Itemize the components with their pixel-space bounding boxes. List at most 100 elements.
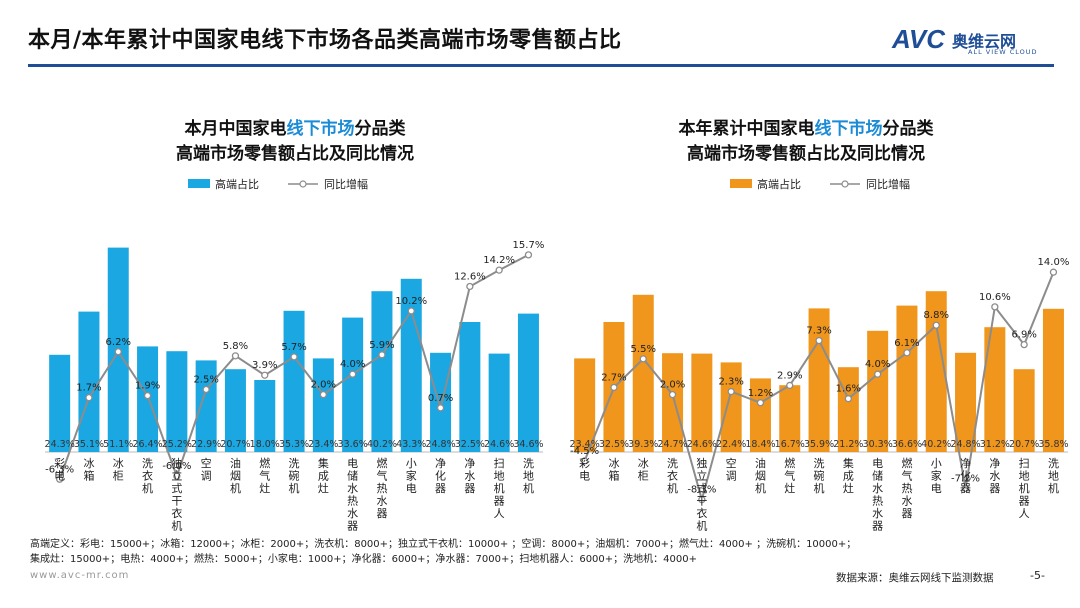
right-line-label-2: 5.5% [631, 344, 656, 355]
logo-text: 奥维云网 [952, 32, 1017, 51]
right-bar-label-12: 40.2% [921, 439, 951, 450]
left-line-point-15 [495, 266, 503, 274]
left-bar-0 [49, 354, 71, 452]
right-bar-4 [691, 353, 713, 452]
right-line-label-10: 4.0% [865, 359, 890, 370]
right-bar-10 [867, 330, 889, 452]
right-category-label-0: 彩电 [579, 457, 590, 483]
right-line-point-14 [991, 303, 999, 311]
left-bar-label-0: 24.3% [45, 439, 75, 450]
left-line-point-8 [290, 353, 298, 361]
right-bar-label-5: 22.4% [716, 439, 746, 450]
left-line-label-3: 1.9% [135, 381, 160, 392]
page-number: -5- [1030, 569, 1045, 582]
left-line-point-0 [56, 475, 64, 483]
left-bar-label-7: 18.0% [250, 439, 280, 450]
left-legend-bar-swatch [188, 179, 210, 188]
left-line-point-14 [466, 282, 474, 291]
left-legend-line-label: 同比增幅 [324, 177, 368, 191]
left-legend-bar-label: 高端占比 [215, 177, 259, 191]
right-line-label-8: 7.3% [806, 326, 831, 337]
left-chart-title-line1: 本月中国家电线下市场分品类 [185, 118, 407, 139]
left-bar-8 [283, 310, 305, 452]
left-line-point-3 [143, 391, 152, 400]
left-category-label-2: 冰柜 [113, 457, 124, 483]
left-bar-16 [517, 313, 539, 452]
right-legend-line-marker [841, 180, 849, 188]
right-bar-label-4: 24.6% [687, 439, 717, 450]
left-line-label-13: 0.7% [428, 393, 453, 404]
left-bar-15 [488, 353, 510, 452]
right-category-label-10: 电储水热水器 [872, 457, 883, 533]
left-line-point-9 [319, 390, 328, 399]
right-category-label-11: 燃气热水器 [901, 456, 912, 520]
left-bar-13 [430, 352, 452, 452]
left-line-point-2 [114, 348, 122, 356]
left-bar-label-13: 24.8% [425, 439, 455, 450]
left-bar-label-15: 24.6% [484, 439, 514, 450]
avc-logo-mark: AVC [891, 24, 946, 54]
right-bar-2 [632, 294, 654, 452]
left-bar-label-16: 34.6% [513, 439, 543, 450]
right-line-label-14: 10.6% [979, 292, 1011, 303]
right-bar-label-7: 16.7% [775, 439, 805, 450]
right-category-label-16: 洗地机 [1048, 457, 1059, 495]
right-line-label-1: 2.7% [601, 372, 626, 383]
left-line-label-16: 15.7% [513, 240, 545, 251]
right-line-point-9 [844, 395, 852, 403]
right-chart-title-line1: 本年累计中国家电线下市场分品类 [679, 118, 935, 139]
right-line-point-16 [1049, 268, 1058, 276]
right-category-label-12: 小家电 [931, 457, 942, 495]
right-line-label-13: -7.2% [951, 473, 980, 484]
right-line-point-0 [581, 457, 589, 465]
left-bar-label-10: 33.6% [338, 439, 368, 450]
left-line-point-11 [378, 351, 386, 359]
right-bar-8 [808, 308, 830, 452]
right-line-point-11 [903, 349, 911, 357]
right-bar-label-0: 23.4% [570, 439, 600, 450]
right-category-label-13: 净化器 [960, 456, 971, 495]
right-legend-bar-label: 高端占比 [757, 177, 801, 191]
left-category-label-6: 油烟机 [230, 456, 241, 495]
left-bar-6 [224, 369, 246, 452]
left-line-point-6 [231, 352, 240, 360]
right-category-label-14: 净水器 [989, 456, 1000, 495]
left-bar-1 [78, 311, 100, 452]
left-line-label-8: 5.7% [281, 342, 306, 353]
right-line-point-10 [874, 370, 882, 378]
right-bar-7 [779, 385, 801, 452]
left-legend-line-marker [299, 180, 307, 188]
logo-subtext: ALL VIEW CLOUD [968, 48, 1038, 56]
right-line-label-9: 1.6% [836, 384, 861, 395]
left-bar-9 [312, 358, 334, 452]
left-category-label-7: 燃气灶 [259, 456, 270, 495]
website-url: www.avc-mr.com [30, 570, 130, 581]
left-bar-label-14: 32.5% [455, 439, 485, 450]
left-category-label-9: 集成灶 [318, 456, 329, 495]
right-category-label-2: 冰柜 [638, 457, 649, 483]
left-line-point-10 [348, 370, 357, 378]
left-category-label-16: 洗地机 [523, 457, 534, 495]
left-category-label-11: 燃气热水器 [376, 456, 387, 520]
left-category-label-12: 小家电 [406, 457, 417, 495]
left-category-label-13: 净化器 [435, 456, 446, 495]
right-bar-label-6: 18.4% [745, 439, 775, 450]
left-category-label-10: 电储水热水器 [347, 457, 358, 533]
left-category-label-8: 洗碗机 [289, 457, 300, 495]
right-category-label-9: 集成灶 [843, 456, 854, 495]
right-line-label-0: -4.5% [570, 446, 599, 457]
left-line-label-15: 14.2% [483, 255, 515, 266]
right-bar-label-15: 20.7% [1009, 439, 1039, 450]
right-bar-16 [1042, 308, 1064, 452]
left-bar-7 [254, 380, 276, 452]
left-bar-label-8: 35.3% [279, 439, 309, 450]
right-legend-line-label: 同比增幅 [866, 177, 910, 191]
left-category-label-0: 彩电 [54, 457, 65, 483]
left-line-point-12 [407, 307, 415, 315]
left-category-label-1: 冰箱 [83, 457, 94, 483]
left-bar-4 [166, 351, 188, 452]
right-bar-15 [1013, 369, 1035, 452]
right-line-label-7: 2.9% [777, 370, 802, 381]
left-line-label-11: 5.9% [369, 340, 394, 351]
